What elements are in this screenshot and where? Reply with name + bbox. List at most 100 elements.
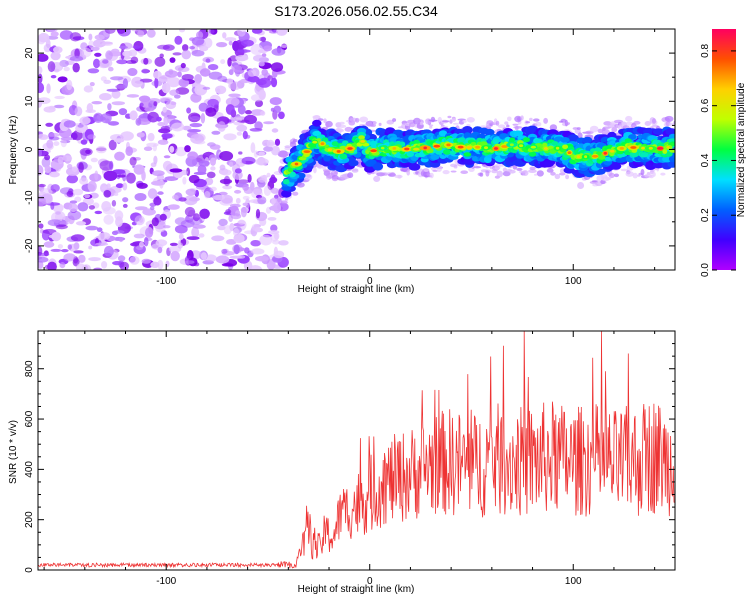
noise-blob (222, 32, 227, 39)
signal-halo (543, 117, 548, 124)
signal-halo (284, 145, 292, 149)
noise-blob (113, 192, 119, 196)
signal-core (551, 141, 559, 146)
noise-blob (211, 130, 221, 135)
noise-blob (251, 29, 263, 34)
noise-blob (88, 245, 93, 250)
noise-blob (137, 30, 145, 38)
noise-blob (242, 184, 249, 191)
noise-blob (202, 86, 211, 90)
noise-blob (219, 164, 226, 171)
noise-blob (187, 151, 199, 160)
signal-core (527, 125, 538, 133)
noise-blob (90, 157, 98, 163)
signal-halo (554, 173, 561, 180)
signal-hotspot-peak (370, 149, 377, 153)
signal-core (463, 152, 472, 157)
signal-halo (450, 170, 457, 173)
signal-halo (293, 139, 298, 143)
noise-blob (122, 50, 133, 57)
noise-blob (255, 158, 269, 166)
noise-blob (177, 71, 182, 78)
signal-halo (565, 174, 570, 180)
noise-blob (218, 218, 228, 226)
noise-blob (117, 174, 126, 178)
signal-hotspot-peak (423, 146, 428, 150)
noise-blob (210, 157, 216, 166)
spectrogram-xtick-label: 0 (367, 276, 373, 287)
noise-blob (50, 31, 59, 37)
noise-blob (227, 57, 232, 67)
noise-blob (94, 210, 103, 215)
noise-blob (234, 168, 242, 174)
noise-blob (132, 45, 141, 49)
noise-blob (162, 106, 167, 113)
noise-blob (118, 236, 124, 243)
noise-blob (74, 196, 82, 203)
noise-blob (182, 125, 192, 131)
signal-core (483, 156, 492, 164)
noise-blob (43, 106, 56, 113)
noise-blob (126, 94, 140, 98)
noise-blob (184, 145, 191, 153)
signal-halo (453, 164, 458, 169)
signal-core (372, 162, 384, 171)
noise-blob (102, 59, 109, 64)
noise-blob (184, 206, 196, 217)
noise-blob (153, 155, 158, 165)
noise-blob (150, 206, 155, 211)
noise-blob (169, 89, 180, 96)
noise-blob (240, 206, 247, 218)
signal-halo (424, 169, 429, 172)
signal-hotspot-peak (584, 155, 588, 159)
noise-blob (258, 151, 265, 156)
noise-blob (83, 85, 94, 93)
noise-blob (47, 219, 62, 227)
noise-blob (242, 195, 250, 200)
noise-blob (103, 190, 112, 198)
signal-core (463, 132, 472, 139)
signal-halo (323, 169, 332, 173)
noise-blob (159, 53, 164, 59)
signal-halo (644, 121, 651, 126)
noise-blob (236, 131, 242, 136)
noise-blob (238, 151, 243, 155)
noise-blob (194, 84, 208, 96)
noise-blob (92, 39, 106, 48)
signal-halo (460, 170, 469, 174)
signal-core (610, 162, 622, 170)
noise-blob (133, 233, 145, 239)
colorbar-gradient (712, 29, 736, 270)
signal-core (323, 154, 331, 162)
noise-blob (53, 141, 60, 147)
noise-blob (217, 225, 226, 231)
figure-title: S173.2026.056.02.55.C34 (274, 3, 438, 19)
snr-xtick-label: -100 (156, 576, 176, 587)
signal-halo (372, 121, 377, 125)
noise-blob (130, 242, 141, 247)
noise-blob (62, 155, 73, 162)
signal-halo (611, 127, 618, 133)
noise-blob (158, 128, 171, 134)
signal-halo (338, 124, 347, 128)
noise-blob (135, 118, 142, 126)
noise-blob (189, 116, 200, 120)
noise-blob (199, 208, 210, 219)
noise-blob (122, 182, 128, 191)
noise-blob (205, 58, 211, 63)
signal-core (366, 159, 377, 165)
noise-blob (180, 79, 189, 86)
noise-blob (131, 29, 141, 32)
spectrogram-signal-band (280, 115, 675, 205)
signal-core (528, 151, 537, 157)
noise-blob (46, 139, 54, 149)
noise-blob (224, 37, 237, 42)
noise-blob (153, 101, 158, 107)
noise-blob (55, 224, 68, 230)
signal-hotspot-peak (475, 145, 480, 149)
noise-blob (102, 207, 116, 215)
noise-blob (91, 101, 103, 105)
noise-blob (241, 39, 254, 47)
noise-blob (55, 211, 61, 215)
